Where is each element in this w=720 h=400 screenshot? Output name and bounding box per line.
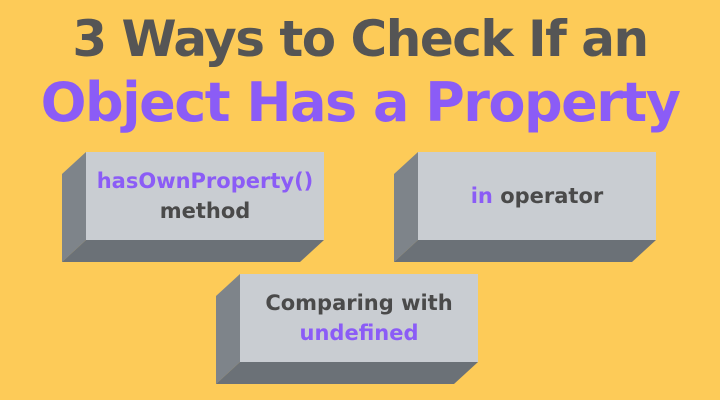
method-block-in-operator: in operator bbox=[394, 152, 656, 262]
method-block-undefined: Comparing with undefined bbox=[216, 274, 478, 384]
block-face bbox=[240, 274, 478, 362]
block-shape bbox=[394, 152, 656, 262]
block-shape bbox=[62, 152, 324, 262]
title-line-1: 3 Ways to Check If an bbox=[72, 10, 649, 68]
block-side bbox=[394, 152, 418, 262]
block-text: Comparing with bbox=[265, 290, 453, 315]
block-accent-text: hasOwnProperty() bbox=[96, 168, 314, 193]
block-face bbox=[418, 152, 656, 240]
block-shape bbox=[216, 274, 478, 384]
block-text: method bbox=[159, 199, 251, 223]
block-accent-text: in bbox=[470, 183, 493, 208]
block-side bbox=[216, 274, 240, 384]
title-line-2: Object Has a Property bbox=[40, 71, 681, 134]
block-accent-text: undefined bbox=[299, 321, 419, 345]
block-bottom bbox=[216, 362, 478, 384]
block-bottom bbox=[394, 240, 656, 262]
block-face bbox=[86, 152, 324, 240]
block-text: operator bbox=[492, 183, 604, 208]
method-block-hasownproperty: hasOwnProperty() method bbox=[62, 152, 324, 262]
block-bottom bbox=[62, 240, 324, 262]
block-side bbox=[62, 152, 86, 262]
